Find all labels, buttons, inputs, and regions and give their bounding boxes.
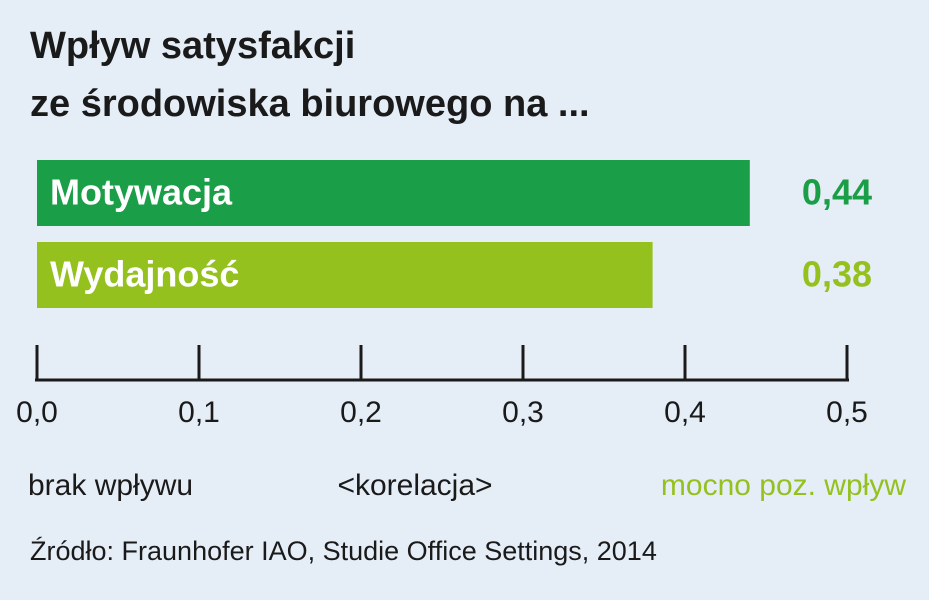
scale-label: <korelacja> (337, 469, 492, 502)
x-tick-label: 0,2 (340, 396, 382, 429)
value-label: 0,44 (802, 172, 872, 213)
category-label: Motywacja (50, 172, 233, 213)
x-tick-label: 0,0 (16, 396, 58, 429)
scale-label: brak wpływu (28, 469, 193, 502)
scale-label: mocno poz. wpływ (661, 469, 906, 502)
x-tick-label: 0,4 (664, 396, 706, 429)
category-label: Wydajność (50, 254, 239, 295)
x-tick-label: 0,5 (826, 396, 868, 429)
bar (37, 242, 653, 308)
x-tick-label: 0,3 (502, 396, 544, 429)
value-label: 0,38 (802, 254, 872, 295)
x-tick-label: 0,1 (178, 396, 220, 429)
chart-title: Wpływ satysfakcji (30, 25, 355, 67)
bar (37, 160, 750, 226)
chart-title: ze środowiska biurowego na ... (30, 83, 590, 125)
source: Źródło: Fraunhofer IAO, Studie Office Se… (30, 536, 657, 566)
